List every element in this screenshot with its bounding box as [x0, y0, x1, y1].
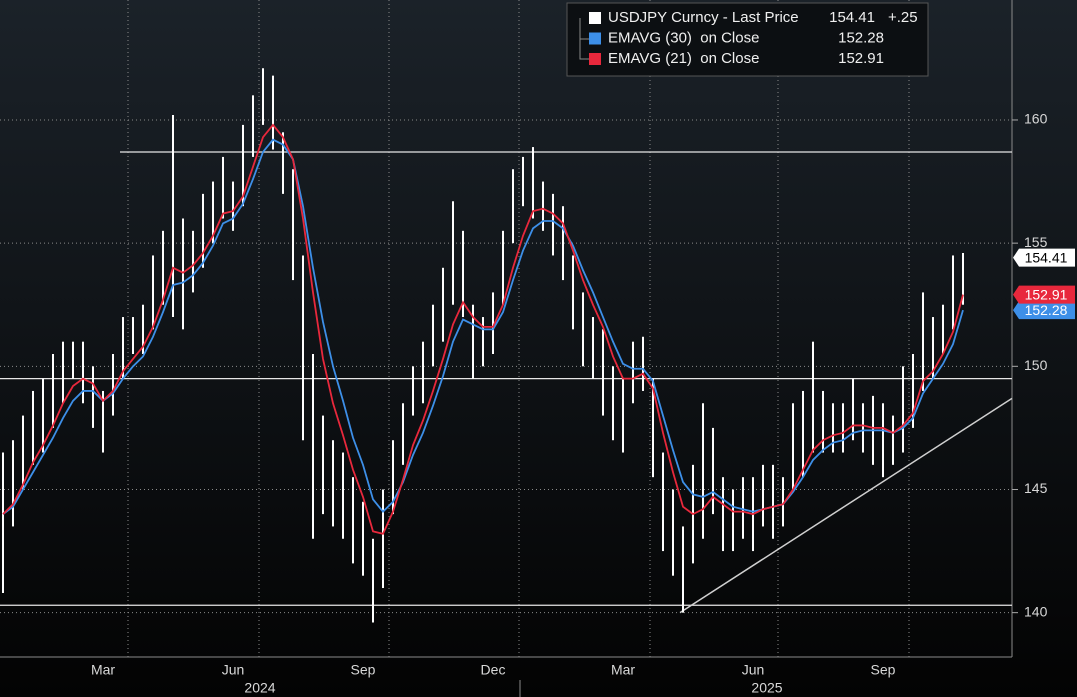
x-tick-label: Sep [351, 662, 376, 678]
legend-value: 152.28 [838, 29, 884, 46]
ema-line [2, 138, 964, 515]
year-label: 2024 [244, 680, 275, 696]
legend-swatch [589, 32, 601, 45]
legend-label: USDJPY Curncy - Last Price [608, 9, 799, 26]
y-tick-label: 160 [1024, 111, 1048, 127]
ema-line [2, 123, 964, 535]
x-tick-label: Dec [481, 662, 506, 678]
plot [0, 68, 1013, 623]
x-tick-label: Mar [91, 662, 115, 678]
y-tick-label: 155 [1024, 234, 1048, 250]
x-tick-label: Jun [742, 662, 765, 678]
y-tick-label: 145 [1024, 480, 1048, 496]
price-tag [1013, 248, 1075, 267]
legend-box [566, 2, 929, 77]
legend-label: EMAVG (21) on Close [608, 50, 759, 67]
legend-value: 154.41 [829, 9, 875, 26]
gridlines: 140 145 150 155 160 [0, 0, 1048, 657]
trendline [679, 397, 1013, 614]
price-tag-label: 152.91 [1025, 286, 1068, 302]
legend-swatch [589, 12, 601, 24]
price-tag-label: 152.28 [1025, 302, 1068, 318]
legend-label: EMAVG (30) on Close [608, 29, 759, 46]
year-label: 2025 [751, 680, 782, 696]
price-tag-label: 154.41 [1025, 249, 1068, 265]
y-tick-label: 140 [1024, 603, 1048, 619]
x-tick-label: Mar [611, 662, 635, 678]
legend-value: 152.91 [838, 50, 884, 67]
y-tick-label: 150 [1024, 357, 1048, 373]
legend: USDJPY Curncy - Last Price 154.41 +.25 EMAV… [566, 2, 929, 77]
price-tag [1013, 285, 1075, 304]
x-tick-label: Jun [222, 662, 245, 678]
legend-change: +.25 [888, 9, 918, 26]
price-tag [1013, 301, 1075, 320]
legend-tree [579, 18, 589, 60]
legend-swatch [589, 53, 601, 65]
x-tick-label: Sep [871, 662, 896, 678]
